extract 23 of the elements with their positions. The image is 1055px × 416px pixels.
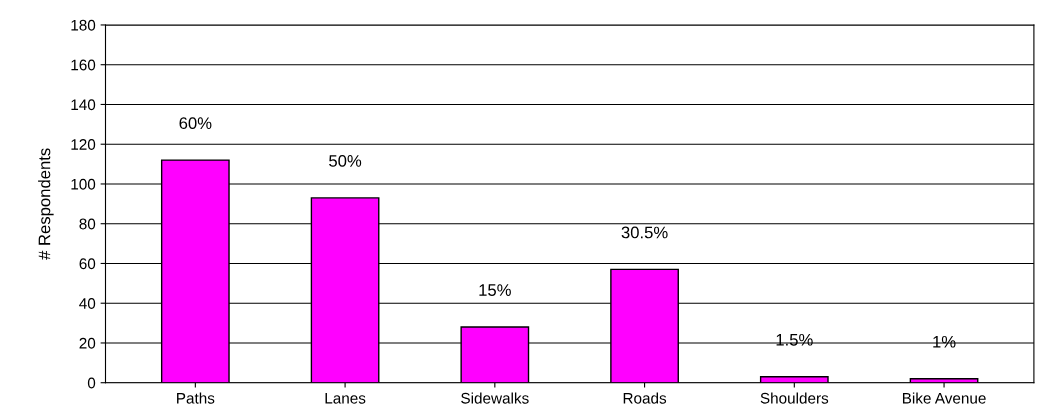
y-tick-label: 20 (79, 337, 96, 349)
y-tick-label: 80 (79, 218, 96, 230)
annotation: 1% (933, 335, 956, 348)
x-tick-label: Sidewalks (461, 392, 529, 404)
y-tick-label: 140 (71, 99, 96, 111)
annotation: 30.5% (621, 226, 668, 239)
x-tick-label: Bike Avenue (902, 392, 986, 404)
y-tick-label: 60 (79, 258, 96, 270)
x-tick-label: Shoulders (760, 392, 829, 404)
x-tick-label: Lanes (325, 393, 366, 404)
y-tick-label: 0 (87, 377, 96, 389)
annotation: 50% (329, 155, 362, 167)
annotation: 15% (479, 284, 511, 296)
y-tick-label: 180 (71, 19, 96, 31)
annotation: 60% (179, 117, 212, 130)
y-tick-label: 120 (71, 139, 96, 150)
annotation: 1.5% (776, 333, 813, 346)
y-tick-label: 40 (79, 298, 96, 309)
x-tick-label: Paths (177, 392, 215, 404)
y-tick-label: 100 (71, 178, 96, 190)
y-tick-label: 160 (71, 59, 96, 71)
y-axis-title: # Respondents (38, 148, 54, 260)
x-tick-label: Roads (623, 392, 667, 404)
